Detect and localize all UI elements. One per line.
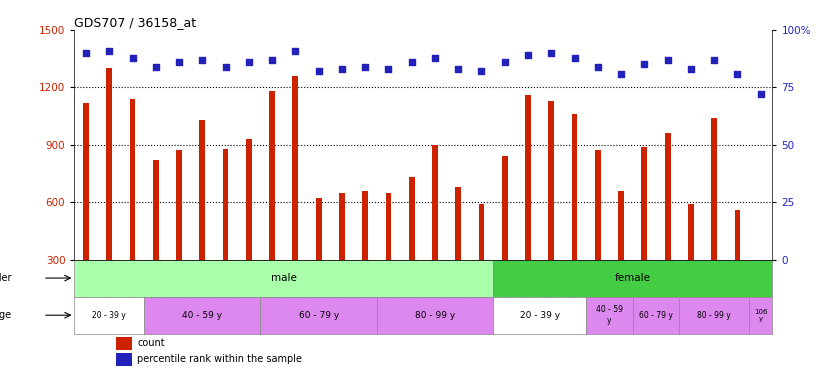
Bar (478, 204, 484, 260)
Point (731, 70, 744, 76)
Bar (107, 68, 112, 260)
Bar (74, 297, 145, 334)
Bar (145, 297, 260, 334)
Point (521, 52, 534, 58)
Point (452, 66, 465, 72)
Text: 106
y: 106 y (754, 309, 767, 322)
Bar (223, 148, 229, 260)
Bar (572, 114, 577, 260)
Point (219, 64, 232, 70)
Text: 40 - 59
y: 40 - 59 y (596, 306, 623, 325)
Point (661, 57, 674, 63)
Point (591, 64, 605, 70)
Bar (130, 99, 135, 260)
Point (475, 68, 488, 74)
Point (242, 59, 255, 65)
Point (638, 62, 651, 68)
Point (382, 66, 395, 72)
Point (126, 54, 139, 60)
Bar (292, 76, 298, 260)
Bar (711, 118, 717, 260)
Text: GDS707 / 36158_at: GDS707 / 36158_at (74, 16, 197, 29)
Bar (316, 198, 321, 260)
Bar (269, 91, 275, 260)
Bar (548, 101, 554, 260)
Point (196, 57, 209, 63)
Point (615, 70, 628, 76)
Bar (363, 190, 368, 260)
Bar (618, 190, 624, 260)
Text: 80 - 99 y: 80 - 99 y (697, 310, 731, 320)
Point (568, 54, 582, 60)
Text: percentile rank within the sample: percentile rank within the sample (137, 354, 302, 364)
Bar (502, 156, 508, 260)
Bar (734, 210, 740, 260)
Bar (525, 95, 531, 260)
Text: 40 - 59 y: 40 - 59 y (183, 310, 222, 320)
Bar (339, 193, 344, 260)
Text: count: count (137, 338, 164, 348)
Point (335, 66, 349, 72)
Point (498, 59, 511, 65)
Point (265, 57, 278, 63)
Bar (757, 260, 763, 261)
Bar (74, 260, 493, 297)
Point (405, 59, 418, 65)
Bar (595, 150, 601, 260)
Bar (455, 187, 461, 260)
Text: 80 - 99 y: 80 - 99 y (415, 310, 455, 320)
Bar (493, 260, 772, 297)
Bar (586, 297, 633, 334)
Point (289, 48, 302, 54)
Bar (199, 120, 205, 260)
Text: age: age (0, 310, 12, 320)
Point (429, 54, 442, 60)
Bar (432, 145, 438, 260)
Bar (260, 297, 377, 334)
Text: 20 - 39 y: 20 - 39 y (93, 310, 126, 320)
Bar (493, 297, 586, 334)
Bar (679, 297, 749, 334)
Bar (377, 297, 493, 334)
Bar (116, 337, 131, 350)
Text: female: female (615, 273, 651, 283)
Bar (153, 160, 159, 260)
Bar (642, 147, 648, 260)
Point (544, 50, 558, 56)
Bar (688, 204, 694, 260)
Point (684, 66, 697, 72)
Text: 60 - 79 y: 60 - 79 y (639, 310, 673, 320)
Bar (246, 139, 252, 260)
Bar (83, 103, 89, 260)
Point (102, 48, 116, 54)
Point (708, 57, 721, 63)
Text: 20 - 39 y: 20 - 39 y (520, 310, 560, 320)
Bar (116, 353, 131, 366)
Bar (749, 297, 772, 334)
Bar (665, 133, 671, 260)
Text: male: male (271, 273, 297, 283)
Point (150, 64, 163, 70)
Point (312, 68, 325, 74)
Text: gender: gender (0, 273, 12, 283)
Point (79, 50, 93, 56)
Bar (633, 297, 679, 334)
Text: 60 - 79 y: 60 - 79 y (298, 310, 339, 320)
Bar (176, 150, 182, 260)
Bar (386, 193, 392, 260)
Point (173, 59, 186, 65)
Bar (409, 177, 415, 260)
Point (754, 91, 767, 97)
Point (358, 64, 372, 70)
